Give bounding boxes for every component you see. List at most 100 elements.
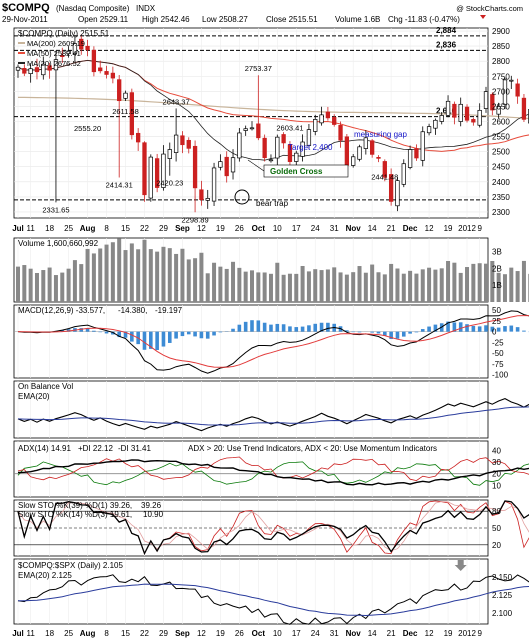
macd-hist-bar [66,329,71,332]
volume-bar [16,266,20,302]
macd-hist-bar [167,331,172,343]
volume-bar [142,239,147,302]
x-axis-label: Jul [12,224,24,233]
macd-title: MACD(12,26,9) -33.577, [18,306,105,315]
macd-hist-bar [446,321,450,332]
volume-bar [243,271,248,302]
obv-line [17,397,529,432]
x-axis-label-bottom: 29 [159,629,168,638]
volume-bar [22,265,27,302]
price-point-label: 2331.65 [42,205,69,214]
volume-y-tick: 2B [492,264,502,273]
macd-hist-bar [117,331,121,338]
macd-hist-bar [199,331,204,339]
candle-body [452,103,457,118]
macd-hist-bar [180,331,185,337]
macd-hist-bar [465,324,469,332]
volume-bar [256,272,261,302]
header-date: 29-Nov-2011 [2,15,48,24]
adx-line [17,459,529,486]
volume-bar [250,270,254,302]
candle-body [249,127,255,130]
adx-y-tick: 40 [492,446,501,455]
volume-bar [167,248,172,302]
macd-hist-bar [281,324,286,332]
volume-y-tick: 3B [492,247,502,256]
x-axis-label: 12 [425,224,434,233]
x-axis-label-bottom: 9 [477,629,482,638]
candle-body [53,59,59,71]
x-axis-label: 2012 [458,224,476,233]
x-axis-label: 22 [140,224,149,233]
macd-hist-bar [509,325,514,332]
macd-hist-bar [326,322,330,332]
candle-body [319,114,324,124]
macd-hist-bar [237,324,242,332]
macd-hist-bar [92,330,96,332]
sto-y-tick: 50 [492,524,501,533]
macd-signal-line [17,315,529,368]
candle-body [129,92,134,136]
price-y-tick: 2450 [492,163,510,172]
obv-chart [17,397,529,432]
obv-title: On Balance Vol [18,382,73,391]
volume-bar [110,242,115,302]
volume-bar [414,273,419,302]
volume-bar [155,251,160,302]
x-axis-label-bottom: Sep [175,629,190,638]
macd-hist-bar [490,326,495,332]
macd-hist-bar [458,322,463,332]
macd-hist-bar [218,331,223,333]
price-y-ticks: 2300 2350 2400 2450 2500 2550 2600 2650 2700 2750… [492,27,510,217]
header-high: High 2542.46 [142,15,190,24]
price-point-label: 2753.37 [245,64,272,73]
macd-hist-bar [522,330,526,332]
macd-line [17,310,529,374]
macd-y-ticks: 50 25 0-25 -50 -75 -100 [492,306,509,379]
candle-body [376,157,381,159]
price-y-tick: 2300 [492,208,510,217]
ma20-line [17,59,529,161]
x-axis-label: 15 [121,224,130,233]
adx-plus-di: +DI 22.12 [78,444,113,453]
macd-y-tick: -100 [492,371,509,380]
measuring-gap-label: measuring gap [354,130,407,139]
macd-hist-bar [408,331,412,334]
sto-y-tick: 20 [492,541,501,550]
candle-body [407,149,413,168]
header-volume: Volume 1.6B [335,15,380,24]
candle-body [268,159,274,162]
x-axis-label-bottom: 12 [425,629,434,638]
volume-bar [446,260,451,302]
candle-body [123,92,128,99]
price-frame [13,27,489,219]
price-y-tick: 2600 [492,117,510,126]
macd-hist-bar [484,325,488,332]
x-axis-label-bottom: 14 [368,629,377,638]
adx-plus-di-line [17,461,529,486]
candle-body [142,142,147,196]
adx-frame [13,440,489,498]
x-axis-label: 11 [26,224,35,233]
candle-body [154,158,160,188]
macd-y-tick: -25 [492,338,504,347]
volume-bar [306,271,311,302]
candle-body [28,68,33,75]
candle-body [370,140,375,155]
volume-bar [521,260,526,302]
header-close: Close 2515.51 [266,15,318,24]
candle-body [483,91,489,109]
candle-body [388,174,394,202]
volume-bar [72,260,77,302]
volume-bar [433,269,438,302]
candle-body [477,109,482,126]
header-exchange: INDX [136,4,156,13]
macd-hist-bar [262,322,267,332]
adx-minus-di: -DI 31.41 [118,444,151,453]
volume-bar [287,273,292,302]
candle-body [180,135,185,146]
macd-hist-bar [243,321,248,332]
x-axis-label: 24 [311,224,320,233]
x-axis-label: 19 [216,224,225,233]
